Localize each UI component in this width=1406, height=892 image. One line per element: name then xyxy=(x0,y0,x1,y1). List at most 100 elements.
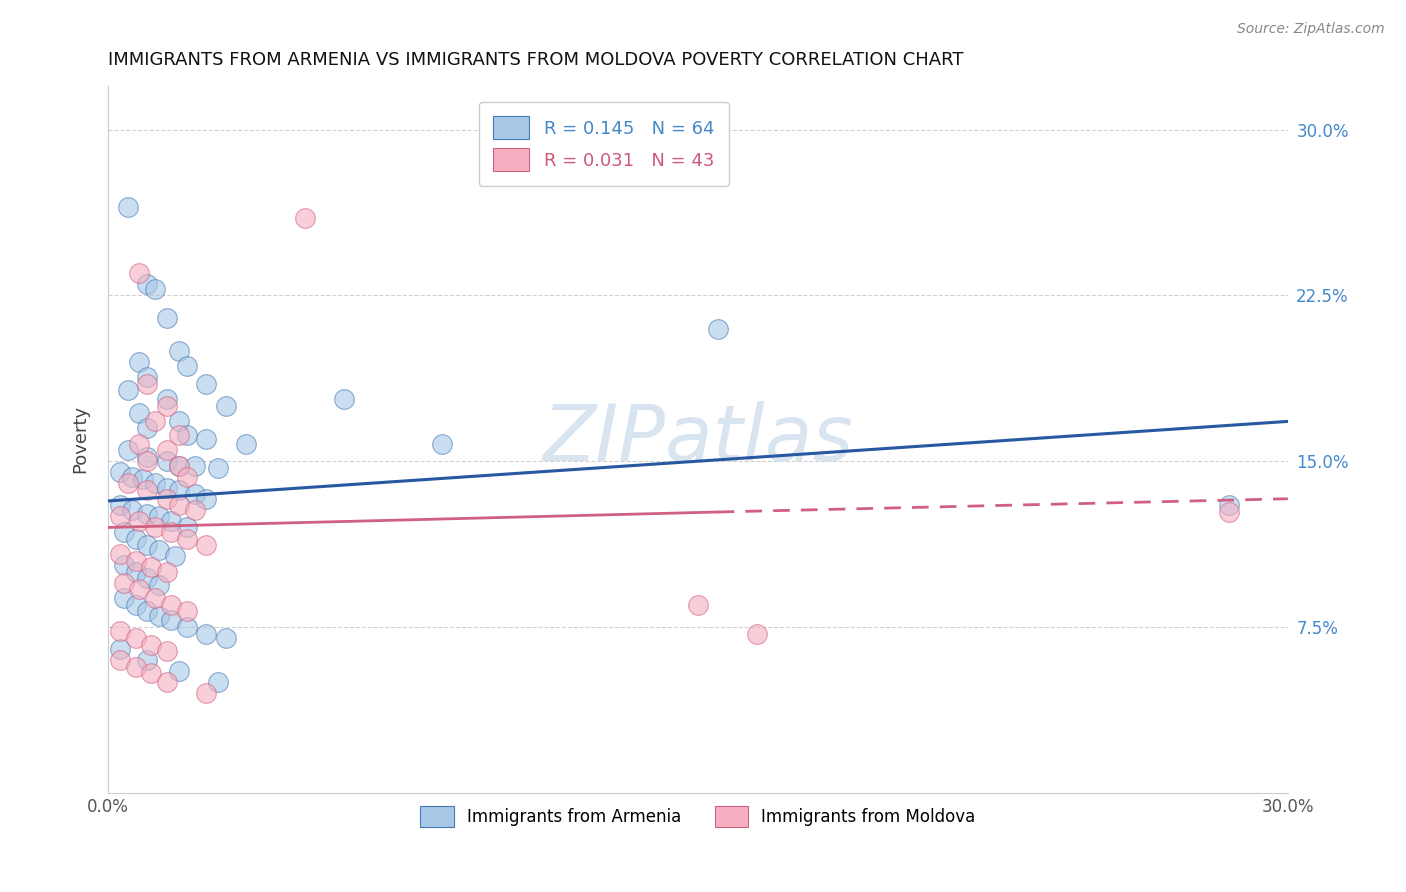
Point xyxy=(167,458,190,473)
Point xyxy=(235,436,257,450)
Point xyxy=(136,507,159,521)
Point xyxy=(108,653,131,667)
Point xyxy=(136,370,159,384)
Point xyxy=(117,384,139,398)
Point xyxy=(167,499,190,513)
Point xyxy=(1218,505,1240,519)
Point xyxy=(108,642,131,657)
Text: Source: ZipAtlas.com: Source: ZipAtlas.com xyxy=(1237,22,1385,37)
Point xyxy=(136,454,159,468)
Point xyxy=(108,499,131,513)
Point xyxy=(112,575,135,590)
Point xyxy=(183,458,205,473)
Point xyxy=(176,427,198,442)
Point xyxy=(136,653,159,667)
Point xyxy=(195,491,218,506)
Point xyxy=(207,675,229,690)
Point xyxy=(160,598,183,612)
Point xyxy=(148,608,170,623)
Point xyxy=(136,571,159,585)
Point xyxy=(136,604,159,618)
Point xyxy=(167,664,190,678)
Point xyxy=(195,686,218,700)
Point xyxy=(143,282,166,296)
Point xyxy=(160,514,183,528)
Point xyxy=(148,509,170,524)
Point xyxy=(136,421,159,435)
Point xyxy=(117,443,139,458)
Point xyxy=(163,549,186,564)
Point xyxy=(108,509,131,524)
Point xyxy=(183,487,205,501)
Point xyxy=(108,547,131,561)
Point xyxy=(136,483,159,497)
Point xyxy=(136,376,159,391)
Point xyxy=(156,491,179,506)
Point xyxy=(117,200,139,214)
Point xyxy=(121,503,143,517)
Text: ZIPatlas: ZIPatlas xyxy=(543,401,853,477)
Point xyxy=(176,604,198,618)
Point xyxy=(195,626,218,640)
Point xyxy=(156,481,179,495)
Point xyxy=(108,465,131,479)
Point xyxy=(183,503,205,517)
Point xyxy=(156,675,179,690)
Point xyxy=(128,355,150,369)
Point xyxy=(148,542,170,557)
Point xyxy=(176,359,198,373)
Point xyxy=(117,476,139,491)
Point xyxy=(148,578,170,592)
Point xyxy=(333,392,356,407)
Point xyxy=(156,443,179,458)
Point xyxy=(195,376,218,391)
Point xyxy=(176,620,198,634)
Point xyxy=(141,666,163,681)
Point xyxy=(136,538,159,552)
Text: IMMIGRANTS FROM ARMENIA VS IMMIGRANTS FROM MOLDOVA POVERTY CORRELATION CHART: IMMIGRANTS FROM ARMENIA VS IMMIGRANTS FR… xyxy=(108,51,963,69)
Point xyxy=(156,399,179,413)
Point xyxy=(141,638,163,652)
Point xyxy=(176,469,198,483)
Point xyxy=(124,554,146,568)
Point xyxy=(136,450,159,464)
Point xyxy=(706,321,728,335)
Point xyxy=(215,399,238,413)
Point xyxy=(143,414,166,428)
Point xyxy=(124,565,146,579)
Legend: Immigrants from Armenia, Immigrants from Moldova: Immigrants from Armenia, Immigrants from… xyxy=(413,799,983,834)
Point xyxy=(167,414,190,428)
Y-axis label: Poverty: Poverty xyxy=(72,405,89,473)
Point xyxy=(167,427,190,442)
Point xyxy=(128,266,150,280)
Point xyxy=(195,432,218,446)
Point xyxy=(432,436,454,450)
Point xyxy=(128,406,150,420)
Point xyxy=(176,520,198,534)
Point xyxy=(160,524,183,539)
Point xyxy=(156,392,179,407)
Point xyxy=(156,310,179,325)
Point xyxy=(132,472,155,486)
Point xyxy=(1218,499,1240,513)
Point xyxy=(124,598,146,612)
Point xyxy=(195,538,218,552)
Point xyxy=(167,458,190,473)
Point xyxy=(143,476,166,491)
Point xyxy=(207,460,229,475)
Point xyxy=(112,524,135,539)
Point xyxy=(294,211,316,226)
Point xyxy=(128,436,150,450)
Point xyxy=(141,560,163,574)
Point xyxy=(112,591,135,606)
Point xyxy=(160,613,183,627)
Point xyxy=(156,565,179,579)
Point xyxy=(136,277,159,292)
Point xyxy=(112,558,135,572)
Point xyxy=(143,520,166,534)
Point xyxy=(156,454,179,468)
Point xyxy=(128,514,150,528)
Point xyxy=(745,626,768,640)
Point xyxy=(167,483,190,497)
Point xyxy=(215,631,238,645)
